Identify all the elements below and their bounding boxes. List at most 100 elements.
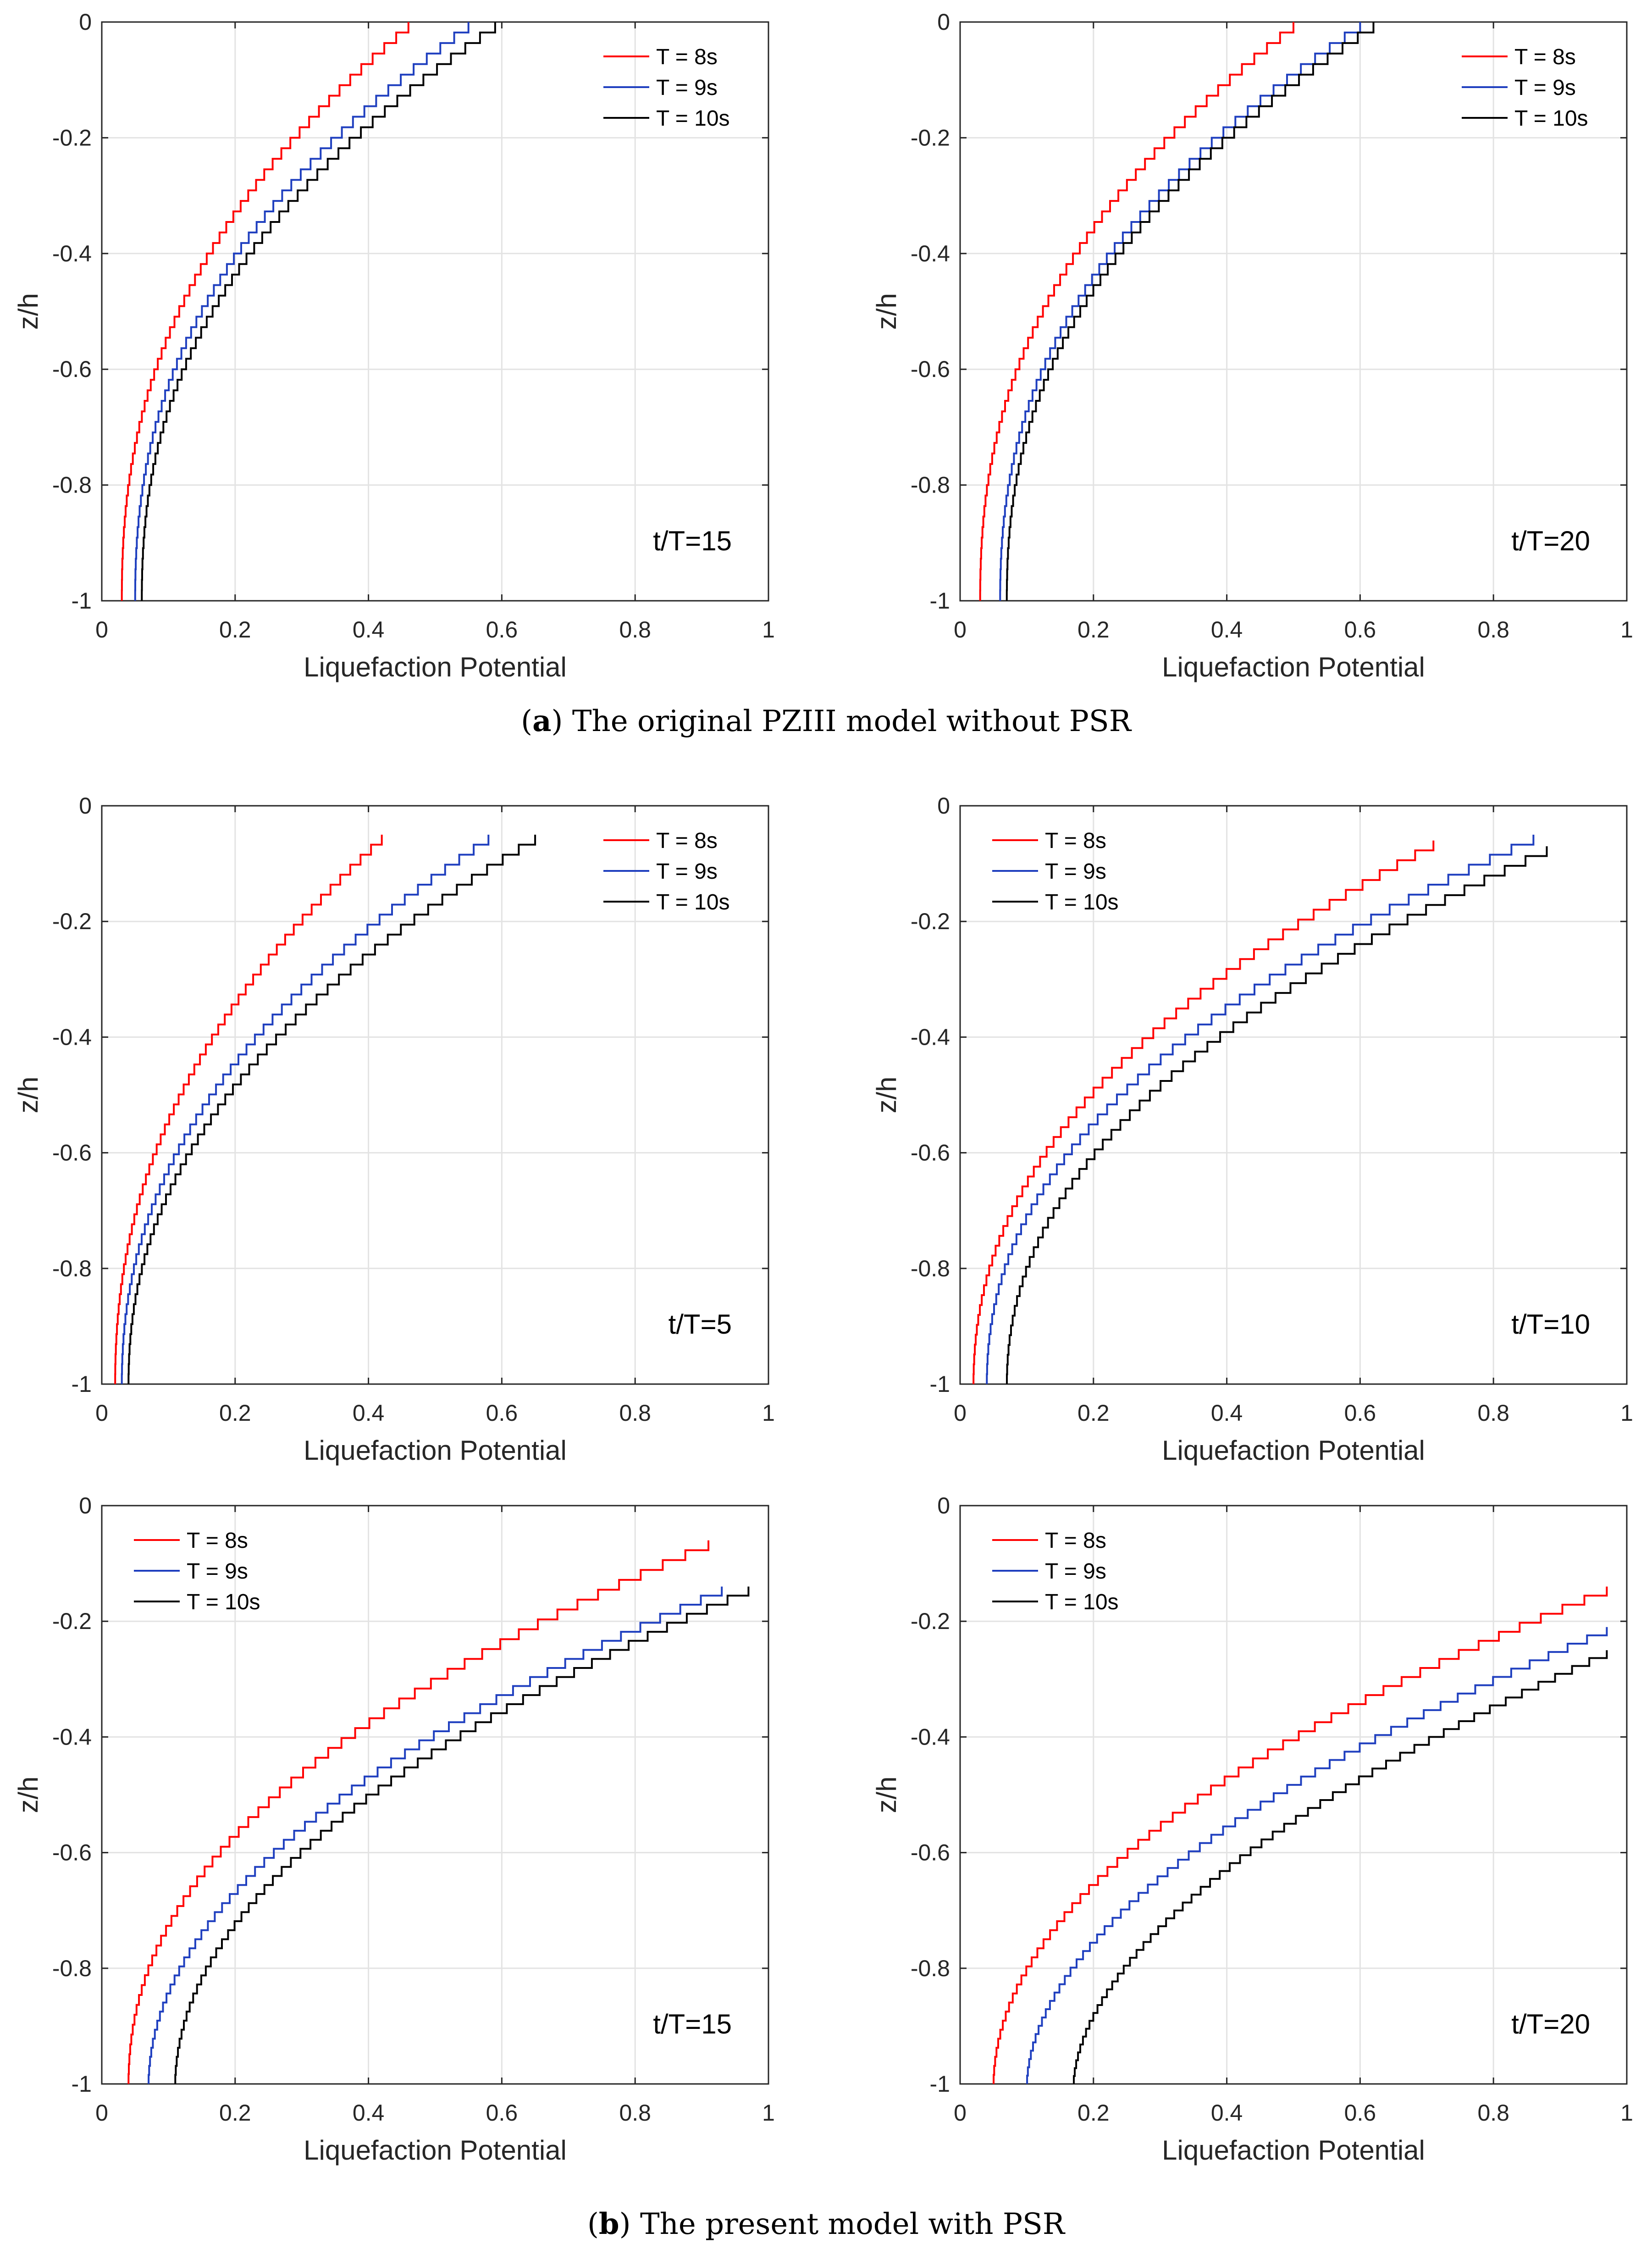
x-axis-label: Liquefaction Potential: [304, 652, 567, 682]
series-line-t9s: [121, 835, 490, 1384]
x-tick-label: 0.2: [1077, 1400, 1110, 1426]
axes-box: [101, 805, 769, 1385]
y-axis-label: z/h: [871, 1776, 902, 1813]
y-tick-label: -0.2: [911, 1608, 950, 1634]
panel-annotation: t/T=15: [653, 526, 732, 556]
x-tick-label: 0.4: [1211, 1400, 1243, 1426]
y-tick-label: -1: [930, 2071, 950, 2097]
y-tick-label: -0.2: [52, 125, 92, 150]
x-axis-label: Liquefaction Potential: [304, 2135, 567, 2166]
y-tick-label: -1: [72, 588, 92, 614]
axes-box: [101, 1505, 769, 2085]
y-tick-label: -0.8: [911, 1256, 950, 1281]
series-line-t10s: [1073, 1650, 1608, 2084]
x-tick-label: 0.4: [353, 617, 385, 643]
series-line-t8s: [114, 835, 383, 1384]
x-tick-label: 0: [95, 1400, 108, 1426]
x-tick-label: 0.6: [486, 617, 518, 643]
y-tick-label: 0: [79, 1493, 92, 1518]
x-tick-label: 0.6: [486, 1400, 518, 1426]
x-tick-label: 1: [1620, 1400, 1633, 1426]
chart-panel-a-left: 0 0.2 0.4 0.6 0.8 1 -1 -0.8 -0.6 -0.4 -0.2 0 Liquefa…: [13, 9, 775, 682]
x-tick-label: 0.2: [219, 1400, 251, 1426]
series-line-t10s: [1006, 846, 1548, 1384]
panel-annotation: t/T=20: [1511, 526, 1590, 556]
y-axis-label: z/h: [871, 1076, 902, 1113]
y-tick-label: -0.6: [911, 1140, 950, 1166]
series-line-t8s: [121, 22, 409, 601]
x-tick-label: 0.8: [619, 2100, 651, 2126]
series-line-t10s: [141, 22, 496, 601]
y-tick-label: -0.8: [52, 1256, 92, 1281]
y-tick-label: 0: [79, 9, 92, 35]
x-tick-label: 0.4: [1211, 617, 1243, 643]
legend-label: T = 8s: [1514, 45, 1576, 69]
series-line-t9s: [148, 1586, 723, 2084]
panel-annotation: t/T=10: [1511, 1309, 1590, 1340]
x-tick-label: 0.8: [619, 617, 651, 643]
y-axis-label: z/h: [13, 293, 44, 330]
panel-annotation: t/T=15: [653, 2009, 732, 2039]
x-tick-label: 0.6: [1344, 2100, 1376, 2126]
y-tick-label: -0.4: [52, 241, 92, 266]
series-line-t9s: [999, 22, 1361, 601]
x-tick-label: 0.2: [219, 617, 251, 643]
axes-box: [101, 21, 769, 602]
x-tick-label: 0: [954, 1400, 967, 1426]
y-axis-label: z/h: [13, 1776, 44, 1813]
legend-label: T = 10s: [1045, 1590, 1119, 1614]
legend-label: T = 10s: [656, 890, 730, 914]
legend-label: T = 8s: [1045, 829, 1106, 853]
x-tick-label: 0: [954, 2100, 967, 2126]
y-tick-label: -1: [72, 2071, 92, 2097]
y-tick-label: -0.4: [52, 1724, 92, 1750]
caption-a: (a) The original PZIII model without PSR: [521, 704, 1131, 738]
legend-label: T = 8s: [656, 45, 718, 69]
y-tick-label: 0: [937, 793, 950, 819]
x-tick-label: 0.8: [619, 1400, 651, 1426]
series-line-t10s: [1006, 22, 1375, 601]
caption-a-letter: a: [532, 704, 552, 738]
chart-panel-b-top-right: 0 0.2 0.4 0.6 0.8 1 -1 -0.8 -0.6 -0.4 -0.2 0 Liquefa…: [871, 793, 1633, 1466]
chart-panel-b-bottom-left: 0 0.2 0.4 0.6 0.8 1 -1 -0.8 -0.6 -0.4 -0.2 0 Liquefa…: [13, 1493, 775, 2166]
series-line-t8s: [979, 22, 1294, 601]
series-line-t9s: [1026, 1627, 1608, 2084]
legend-label: T = 9s: [656, 76, 718, 100]
y-tick-label: -0.6: [911, 1840, 950, 1866]
y-tick-label: -0.6: [52, 1140, 92, 1166]
x-tick-label: 0.2: [1077, 2100, 1110, 2126]
y-tick-label: -0.8: [911, 1956, 950, 1981]
y-tick-label: -0.6: [52, 1840, 92, 1866]
x-tick-label: 0.2: [1077, 617, 1110, 643]
chart-panel-a-right: 0 0.2 0.4 0.6 0.8 1 -1 -0.8 -0.6 -0.4 -0.2 0 Liquefa…: [871, 9, 1633, 682]
chart-panel-b-top-left: 0 0.2 0.4 0.6 0.8 1 -1 -0.8 -0.6 -0.4 -0.2 0 Liquefa…: [13, 793, 775, 1466]
series-line-t9s: [986, 835, 1535, 1384]
y-tick-label: -0.4: [52, 1024, 92, 1050]
legend-label: T = 10s: [656, 106, 730, 131]
x-tick-label: 0.8: [1477, 617, 1509, 643]
y-tick-label: -0.2: [52, 909, 92, 934]
x-tick-label: 0.6: [1344, 617, 1376, 643]
x-tick-label: 1: [762, 2100, 775, 2126]
caption-b: (b) The present model with PSR: [587, 2207, 1065, 2241]
x-tick-label: 0.6: [1344, 1400, 1376, 1426]
legend-label: T = 9s: [656, 859, 718, 884]
y-tick-label: -0.4: [911, 241, 950, 266]
x-tick-label: 1: [762, 1400, 775, 1426]
legend-label: T = 8s: [1045, 1529, 1106, 1553]
caption-b-letter: b: [598, 2207, 619, 2241]
y-tick-label: 0: [937, 1493, 950, 1518]
x-tick-label: 0.8: [1477, 1400, 1509, 1426]
series-line-t10s: [127, 835, 536, 1384]
panel-annotation: t/T=5: [669, 1309, 732, 1340]
x-tick-label: 0.2: [219, 2100, 251, 2126]
panel-annotation: t/T=20: [1511, 2009, 1590, 2039]
series-line-t10s: [174, 1586, 750, 2084]
y-tick-label: -0.8: [52, 472, 92, 498]
legend-label: T = 10s: [1045, 890, 1119, 914]
y-tick-label: 0: [79, 793, 92, 819]
x-tick-label: 0.8: [1477, 2100, 1509, 2126]
legend-label: T = 9s: [187, 1559, 248, 1584]
x-tick-label: 1: [1620, 2100, 1633, 2126]
